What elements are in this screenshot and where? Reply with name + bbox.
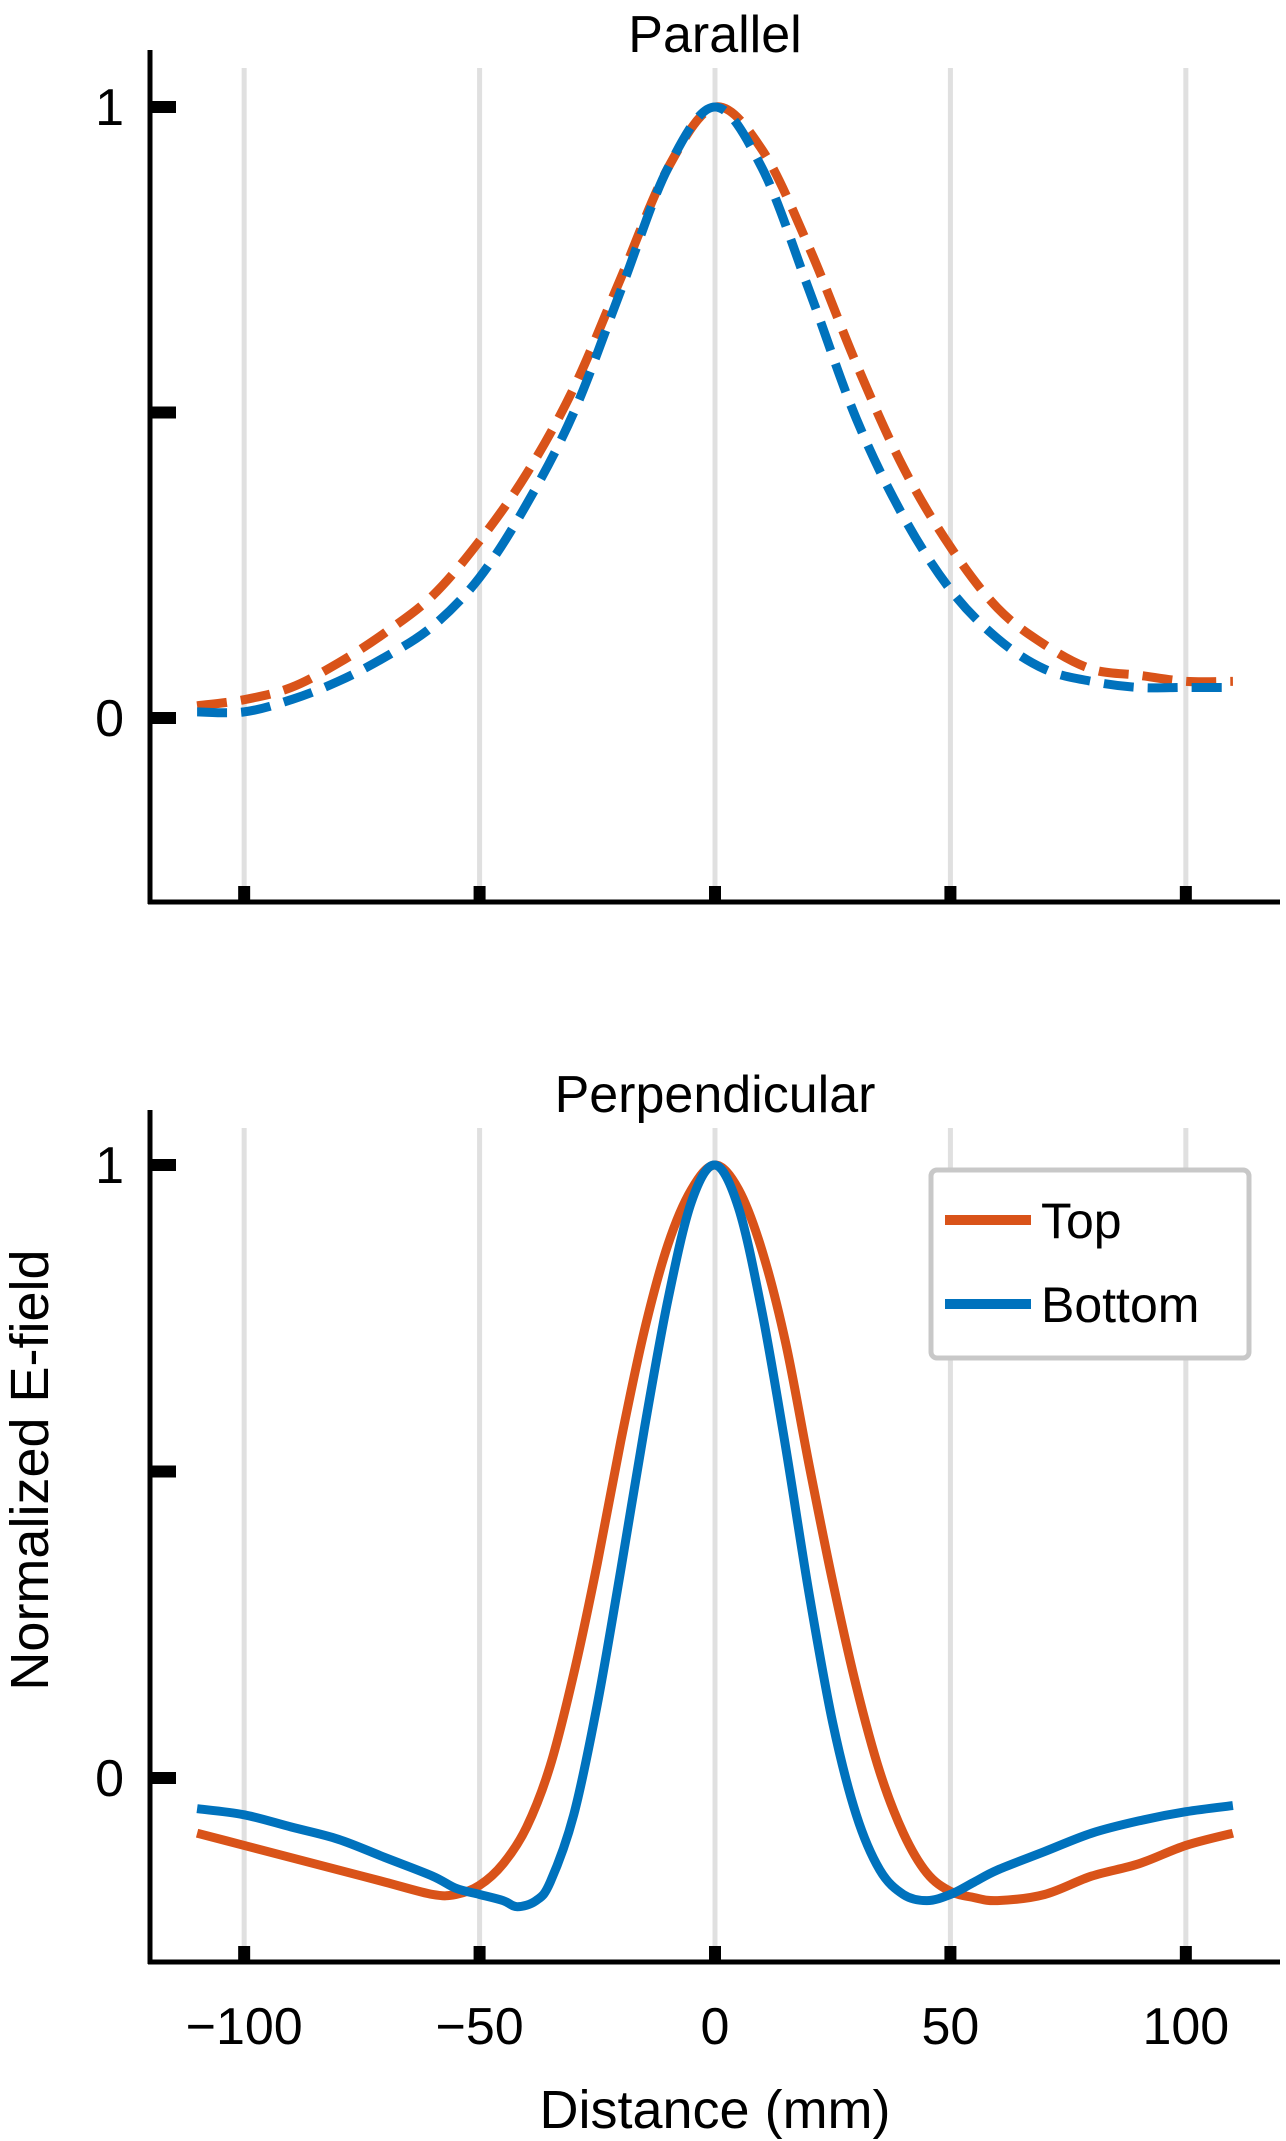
y-tick-label: 1 bbox=[95, 79, 124, 137]
x-tick bbox=[1179, 886, 1192, 902]
x-tick bbox=[473, 1946, 486, 1962]
x-tick bbox=[709, 886, 721, 902]
chart-title: Parallel bbox=[628, 6, 801, 64]
parallel-panel: Parallel 0 1 bbox=[95, 6, 1280, 905]
x-tick-label: 100 bbox=[1142, 1998, 1229, 2056]
x-tick bbox=[1179, 1946, 1192, 1962]
perpendicular-panel: Perpendicular −100 −50 0 50 100 0 1 Top Bottom bbox=[95, 1066, 1280, 2056]
y-tick bbox=[150, 1159, 176, 1171]
legend: Top Bottom bbox=[928, 1167, 1252, 1361]
x-tick bbox=[238, 1946, 251, 1962]
x-tick bbox=[473, 886, 486, 902]
x-tick bbox=[944, 886, 957, 902]
x-axis-label: Distance (mm) bbox=[539, 2080, 890, 2140]
y-tick bbox=[150, 1465, 176, 1478]
y-tick bbox=[150, 712, 176, 724]
x-tick bbox=[238, 886, 251, 902]
x-tick-label: −50 bbox=[435, 1998, 523, 2056]
series-line-bottom bbox=[197, 102, 1233, 718]
x-tick-label: 0 bbox=[701, 1998, 730, 2056]
y-tick-label: 0 bbox=[95, 690, 124, 748]
y-axis-label: Normalized E-field bbox=[0, 1249, 60, 1690]
series-line-bottom bbox=[196, 1160, 1234, 1912]
y-tick bbox=[150, 101, 176, 113]
x-tick bbox=[709, 1946, 721, 1962]
y-tick bbox=[150, 1772, 176, 1784]
x-tick-label: 50 bbox=[921, 1998, 979, 2056]
y-tick bbox=[150, 406, 176, 419]
legend-label-bottom: Bottom bbox=[1041, 1277, 1199, 1333]
chart-title: Perpendicular bbox=[555, 1066, 876, 1124]
x-tick bbox=[944, 1946, 957, 1962]
y-tick-label: 0 bbox=[95, 1750, 124, 1808]
legend-label-top: Top bbox=[1041, 1193, 1122, 1249]
x-tick-label: −100 bbox=[186, 1998, 303, 2056]
series-line-top bbox=[196, 102, 1233, 711]
y-tick-label: 1 bbox=[95, 1137, 124, 1195]
